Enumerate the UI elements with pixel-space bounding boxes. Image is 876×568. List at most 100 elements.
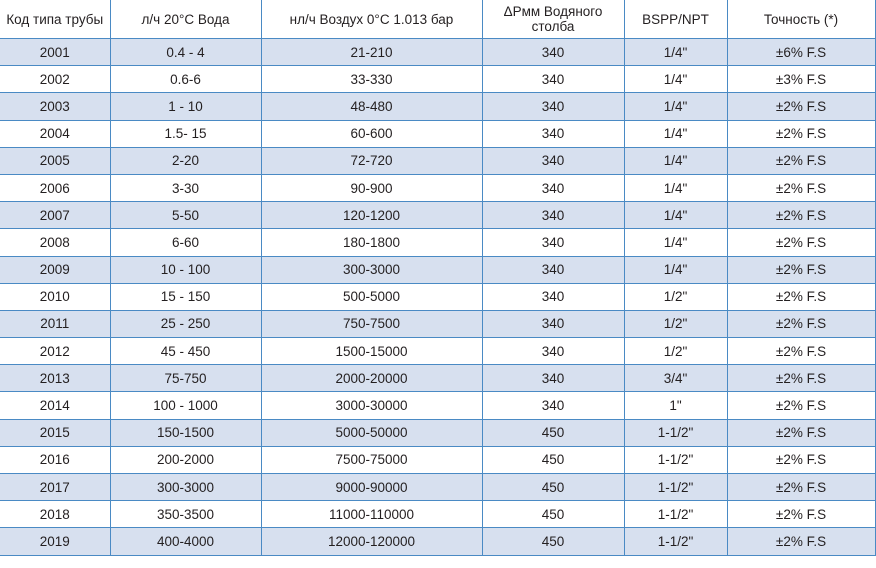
cell-accuracy: ±2% F.S	[726, 445, 876, 475]
cell-thread: 3/4"	[623, 364, 728, 393]
cell-pressure-drop: 340	[481, 309, 625, 339]
cell-pipe-code: 2014	[0, 391, 111, 420]
table-row: 2015 150-1500 5000-50000 450 1-1/2" ±2% F.S	[0, 418, 876, 447]
cell-accuracy: ±2% F.S	[726, 119, 876, 148]
cell-thread: 1-1/2"	[623, 445, 728, 475]
cell-accuracy: ±2% F.S	[726, 527, 876, 556]
cell-air-flow: 750-7500	[260, 309, 483, 339]
cell-air-flow: 2000-20000	[260, 364, 483, 393]
cell-accuracy: ±2% F.S	[726, 282, 876, 311]
cell-pressure-drop: 340	[481, 173, 625, 203]
table-row: 2006 3-30 90-900 340 1/4" ±2% F.S	[0, 173, 876, 203]
cell-air-flow: 500-5000	[260, 282, 483, 311]
cell-air-flow: 300-3000	[260, 255, 483, 284]
cell-water-flow: 45 - 450	[109, 337, 262, 366]
cell-thread: 1/4"	[623, 173, 728, 203]
cell-pipe-code: 2001	[0, 37, 111, 67]
cell-water-flow: 0.4 - 4	[109, 37, 262, 67]
cell-thread: 1/4"	[623, 119, 728, 148]
cell-accuracy: ±2% F.S	[726, 92, 876, 121]
cell-thread: 1/4"	[623, 92, 728, 121]
cell-air-flow: 90-900	[260, 173, 483, 203]
cell-water-flow: 75-750	[109, 364, 262, 393]
cell-water-flow: 100 - 1000	[109, 391, 262, 420]
table-row: 2007 5-50 120-1200 340 1/4" ±2% F.S	[0, 201, 876, 230]
cell-pressure-drop: 450	[481, 500, 625, 529]
cell-water-flow: 3-30	[109, 173, 262, 203]
cell-accuracy: ±2% F.S	[726, 255, 876, 284]
table-row: 2019 400-4000 12000-120000 450 1-1/2" ±2% F.S	[0, 527, 876, 556]
table-row: 2004 1.5- 15 60-600 340 1/4" ±2% F.S	[0, 119, 876, 148]
cell-accuracy: ±2% F.S	[726, 472, 876, 502]
cell-accuracy: ±2% F.S	[726, 309, 876, 339]
cell-pressure-drop: 340	[481, 364, 625, 393]
cell-pipe-code: 2004	[0, 119, 111, 148]
cell-pipe-code: 2010	[0, 282, 111, 311]
table-row: 2017 300-3000 9000-90000 450 1-1/2" ±2% F.S	[0, 472, 876, 502]
table-row: 2014 100 - 1000 3000-30000 340 1" ±2% F.S	[0, 391, 876, 420]
cell-pressure-drop: 450	[481, 472, 625, 502]
cell-air-flow: 3000-30000	[260, 391, 483, 420]
cell-pressure-drop: 340	[481, 92, 625, 121]
cell-pressure-drop: 450	[481, 418, 625, 447]
cell-pressure-drop: 340	[481, 228, 625, 257]
cell-pressure-drop: 340	[481, 65, 625, 94]
cell-air-flow: 1500-15000	[260, 337, 483, 366]
cell-accuracy: ±2% F.S	[726, 364, 876, 393]
cell-pipe-code: 2009	[0, 255, 111, 284]
header-air-flow: нл/ч Воздух 0°C 1.013 бар	[260, 0, 483, 39]
cell-accuracy: ±3% F.S	[726, 65, 876, 94]
cell-thread: 1-1/2"	[623, 472, 728, 502]
cell-water-flow: 15 - 150	[109, 282, 262, 311]
cell-air-flow: 33-330	[260, 65, 483, 94]
cell-water-flow: 400-4000	[109, 527, 262, 556]
cell-water-flow: 1 - 10	[109, 92, 262, 121]
table-row: 2003 1 - 10 48-480 340 1/4" ±2% F.S	[0, 92, 876, 121]
cell-air-flow: 120-1200	[260, 201, 483, 230]
cell-pipe-code: 2015	[0, 418, 111, 447]
header-pipe-code: Код типа трубы	[0, 0, 111, 39]
cell-thread: 1/4"	[623, 255, 728, 284]
cell-thread: 1-1/2"	[623, 418, 728, 447]
cell-thread: 1"	[623, 391, 728, 420]
table-header-row: Код типа трубы л/ч 20°C Вода нл/ч Воздух…	[0, 0, 876, 39]
cell-thread: 1/4"	[623, 37, 728, 67]
cell-pressure-drop: 340	[481, 119, 625, 148]
cell-water-flow: 2-20	[109, 146, 262, 175]
cell-accuracy: ±2% F.S	[726, 418, 876, 447]
cell-thread: 1/2"	[623, 282, 728, 311]
cell-water-flow: 5-50	[109, 201, 262, 230]
cell-accuracy: ±2% F.S	[726, 201, 876, 230]
table-row: 2010 15 - 150 500-5000 340 1/2" ±2% F.S	[0, 282, 876, 311]
cell-accuracy: ±2% F.S	[726, 500, 876, 529]
cell-pressure-drop: 340	[481, 255, 625, 284]
cell-accuracy: ±2% F.S	[726, 146, 876, 175]
cell-air-flow: 60-600	[260, 119, 483, 148]
cell-air-flow: 21-210	[260, 37, 483, 67]
cell-water-flow: 350-3500	[109, 500, 262, 529]
cell-thread: 1/2"	[623, 309, 728, 339]
header-water-flow: л/ч 20°C Вода	[109, 0, 262, 39]
cell-pipe-code: 2016	[0, 445, 111, 475]
cell-water-flow: 0.6-6	[109, 65, 262, 94]
cell-thread: 1/4"	[623, 65, 728, 94]
cell-pressure-drop: 340	[481, 146, 625, 175]
cell-pressure-drop: 340	[481, 391, 625, 420]
cell-pipe-code: 2011	[0, 309, 111, 339]
cell-pipe-code: 2008	[0, 228, 111, 257]
cell-pressure-drop: 340	[481, 337, 625, 366]
cell-water-flow: 150-1500	[109, 418, 262, 447]
cell-accuracy: ±2% F.S	[726, 337, 876, 366]
cell-accuracy: ±2% F.S	[726, 173, 876, 203]
cell-pipe-code: 2003	[0, 92, 111, 121]
cell-thread: 1/4"	[623, 228, 728, 257]
cell-pipe-code: 2013	[0, 364, 111, 393]
cell-pressure-drop: 340	[481, 37, 625, 67]
cell-air-flow: 48-480	[260, 92, 483, 121]
cell-pipe-code: 2005	[0, 146, 111, 175]
cell-accuracy: ±2% F.S	[726, 228, 876, 257]
cell-water-flow: 25 - 250	[109, 309, 262, 339]
table-row: 2001 0.4 - 4 21-210 340 1/4" ±6% F.S	[0, 37, 876, 67]
cell-thread: 1-1/2"	[623, 527, 728, 556]
cell-thread: 1/4"	[623, 201, 728, 230]
